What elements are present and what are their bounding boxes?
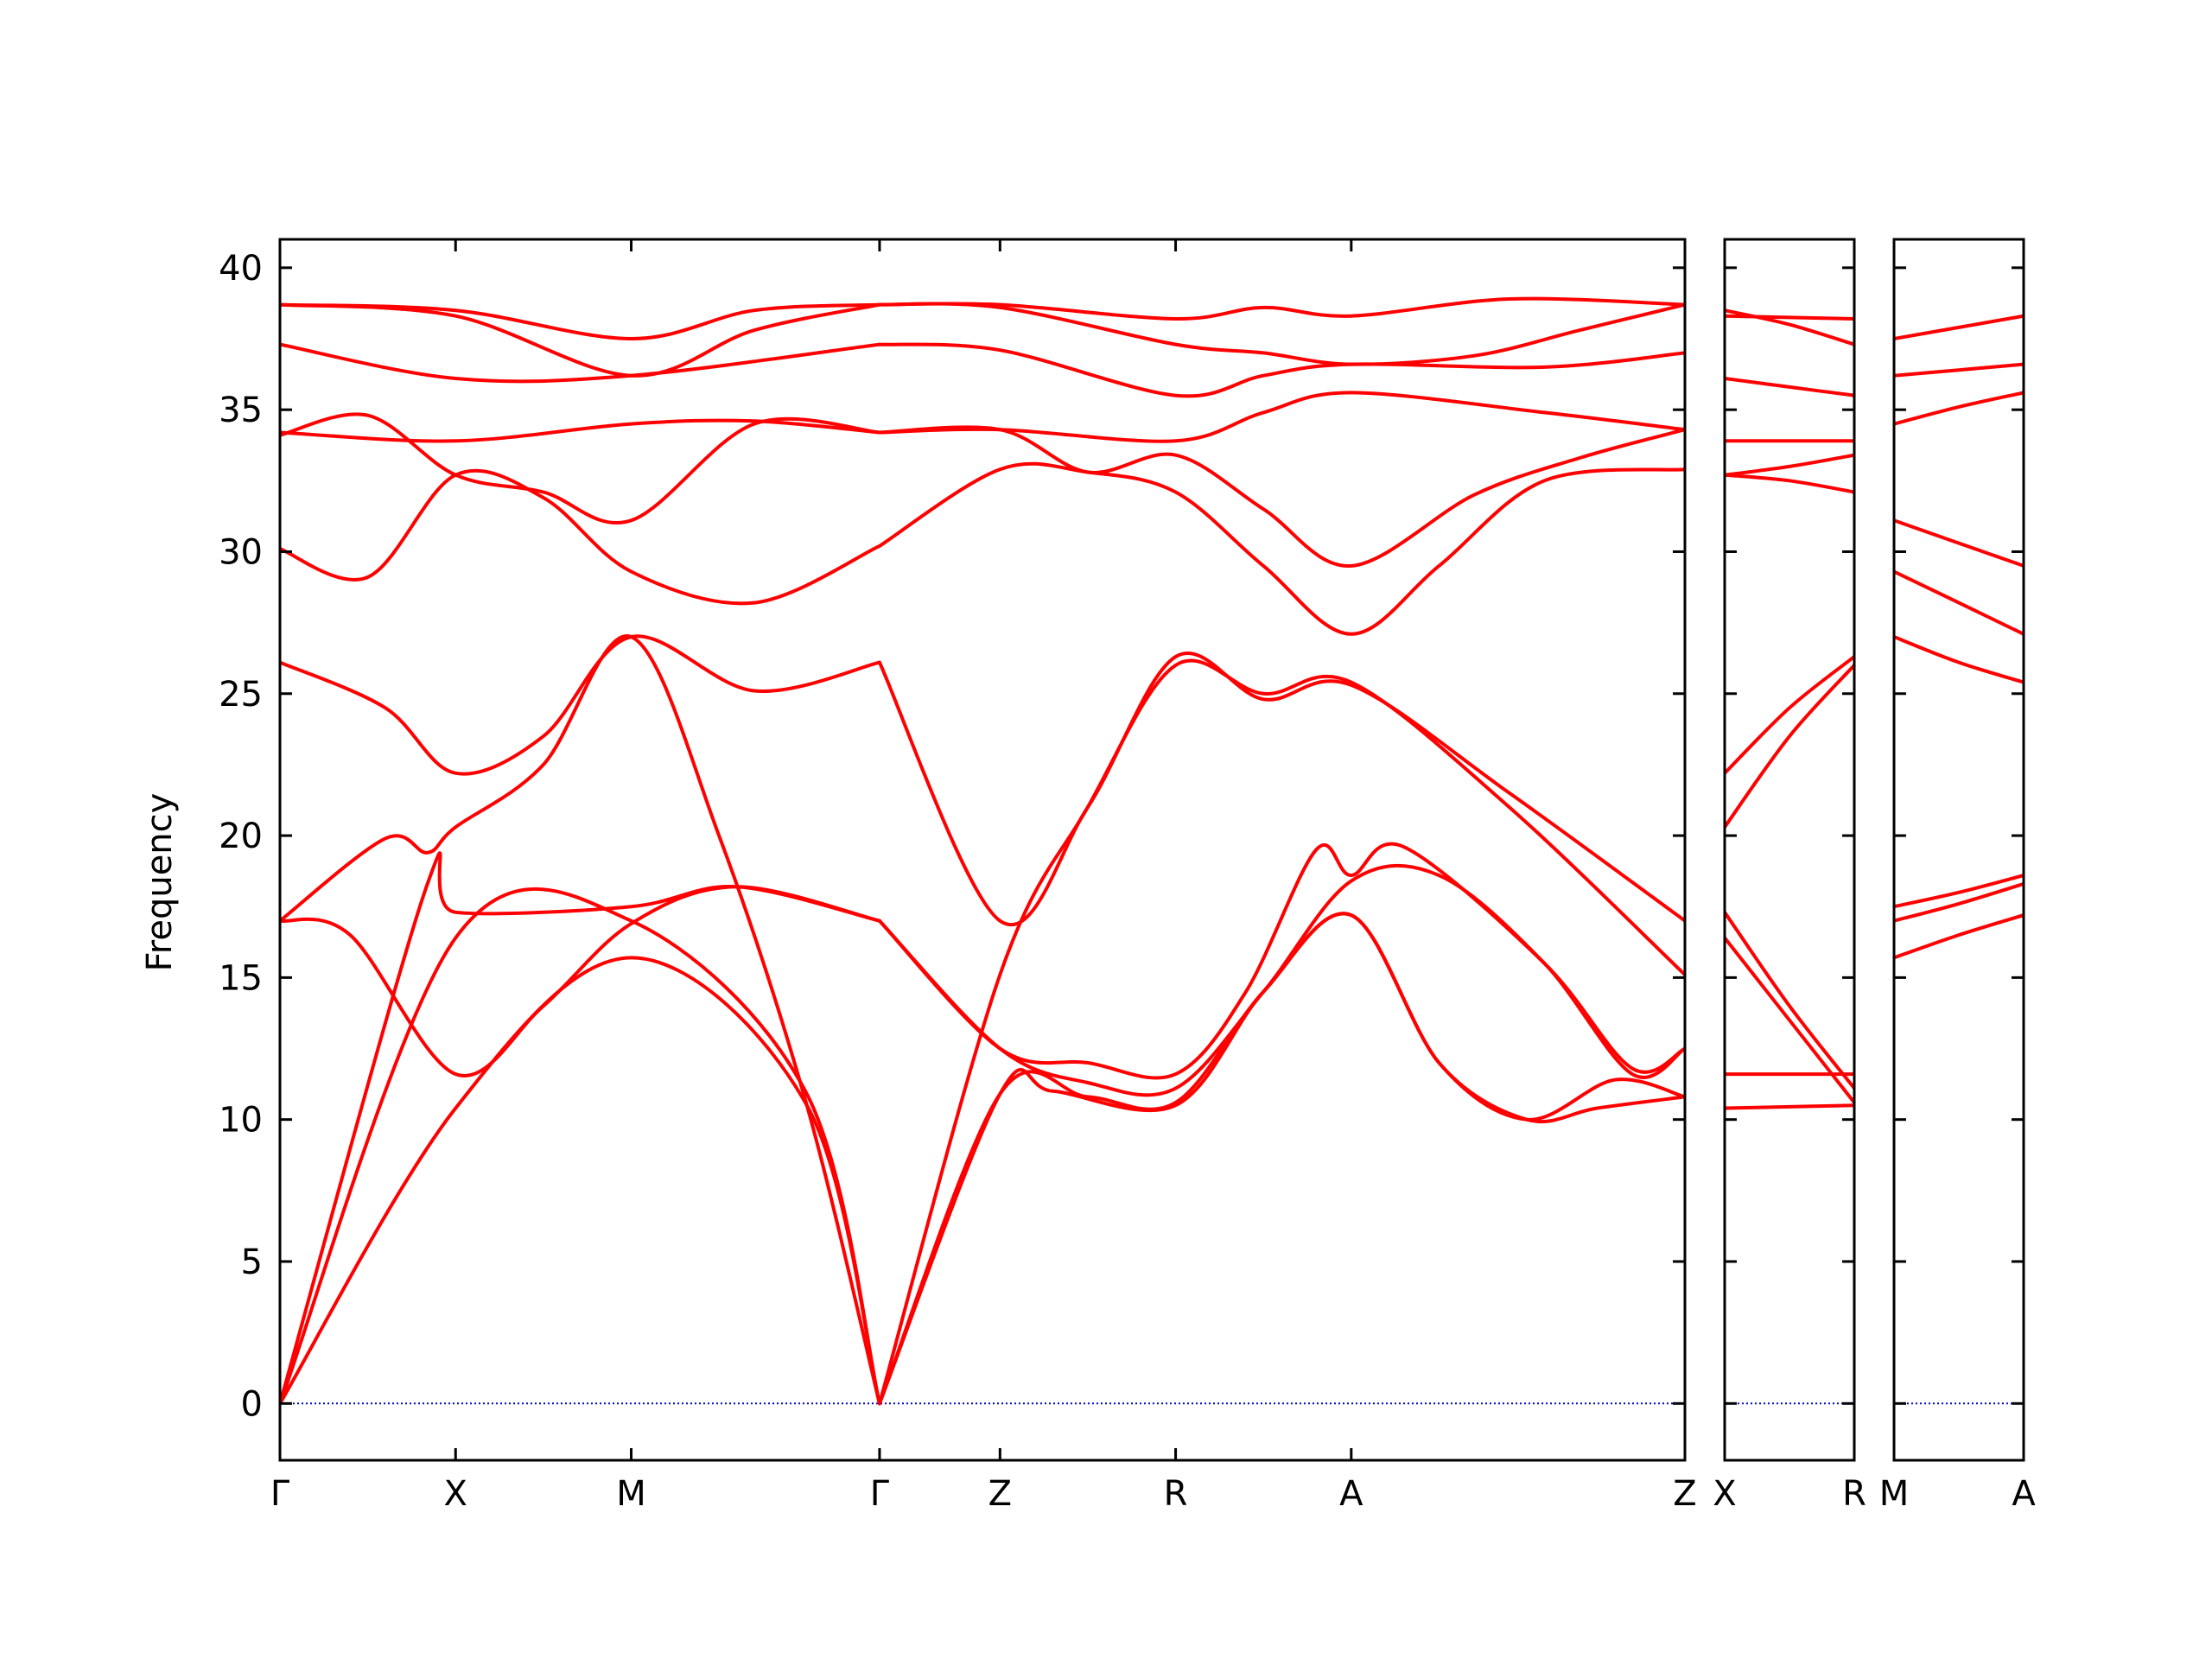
band-line [1725, 377, 1854, 397]
y-tick-label: 35 [219, 391, 263, 430]
band-line [1894, 362, 2024, 378]
x-tick-label: X [444, 1474, 467, 1514]
band-line [280, 634, 881, 1406]
band-line [877, 658, 1685, 1406]
y-tick-label: 20 [219, 817, 263, 856]
band-line [1894, 881, 2024, 923]
band-line [877, 842, 1685, 1080]
band-line [280, 412, 881, 525]
bands-panel-1 [1725, 308, 1854, 1110]
band-line [1894, 635, 2024, 684]
bands-panel-2 [1894, 314, 2024, 960]
band-line [877, 391, 1685, 443]
x-tick-label: Z [1673, 1474, 1696, 1514]
band-line [1894, 569, 2024, 636]
bands-panel-0 [280, 296, 1685, 1406]
band-line [1725, 663, 1854, 830]
band-line [1725, 936, 1854, 1104]
band-line [1725, 1103, 1854, 1110]
y-tick-label: 30 [219, 532, 263, 572]
x-tick-label: R [1842, 1474, 1866, 1514]
band-line [1725, 910, 1854, 1090]
band-line [877, 342, 1685, 398]
band-line [1894, 391, 2024, 426]
x-tick-label: Γ [270, 1474, 290, 1514]
band-line [280, 468, 881, 606]
x-tick-label: R [1164, 1474, 1188, 1514]
band-line [877, 651, 1685, 927]
band-line [877, 863, 1685, 1097]
y-tick-label: 10 [219, 1101, 263, 1141]
band-line [280, 634, 881, 776]
band-line [1725, 314, 1854, 321]
x-tick-label: M [1879, 1474, 1910, 1514]
band-line [1894, 518, 2024, 568]
band-line [1725, 308, 1854, 346]
band-line [877, 296, 1685, 321]
band-line [877, 461, 1685, 636]
band-line [280, 887, 881, 1406]
plot-frame [278, 238, 1687, 1462]
band-line [1894, 314, 2024, 340]
band-line [1894, 913, 2024, 960]
x-tick-label: A [2012, 1474, 2036, 1514]
band-line [877, 425, 1685, 568]
band-line [280, 342, 881, 384]
plot-frame [1723, 238, 1856, 1462]
x-tick-label: A [1339, 1474, 1363, 1514]
band-line [280, 418, 881, 443]
x-tick-label: Z [988, 1474, 1012, 1514]
y-tick-label: 5 [241, 1243, 263, 1282]
x-tick-label: Γ [870, 1474, 890, 1514]
band-line [1894, 874, 2024, 909]
y-tick-label: 15 [219, 958, 263, 998]
band-line [1725, 473, 1854, 494]
y-tick-label: 25 [219, 675, 263, 715]
band-line [1725, 453, 1854, 477]
band-line [280, 885, 881, 1077]
y-tick-label: 0 [241, 1384, 263, 1424]
y-axis-title: Frequency [140, 793, 180, 972]
x-tick-label: M [616, 1474, 646, 1514]
band-line [280, 302, 881, 340]
band-line [1725, 655, 1854, 775]
plot-frame [1892, 238, 2025, 1462]
x-tick-label: X [1713, 1474, 1736, 1514]
band-line [280, 851, 881, 1406]
band-line [877, 302, 1685, 366]
y-tick-label: 40 [219, 249, 263, 289]
band-line [280, 956, 881, 1406]
